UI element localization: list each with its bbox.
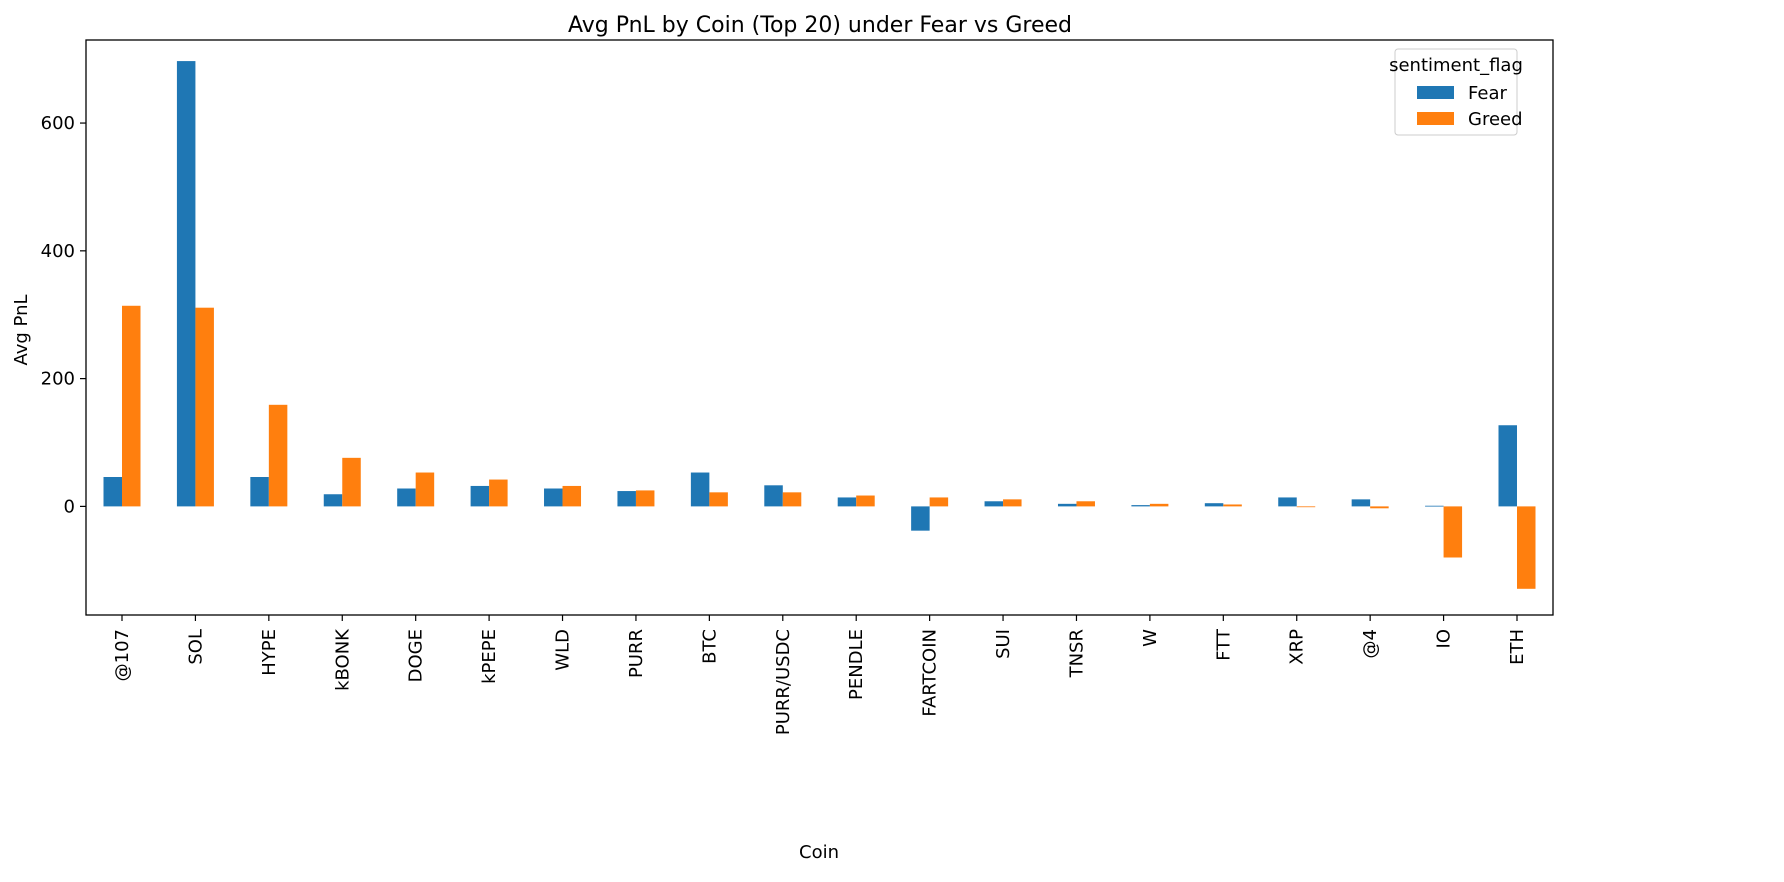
x-tick-label: WLD	[553, 629, 574, 671]
x-axis-ticks: @107 SOL HYPE kBONK DOGE kPEPE WLD PURR BTC PURR/…	[112, 615, 1528, 735]
x-tick-label: kBONK	[332, 628, 353, 691]
bar-greed-doge	[415, 472, 435, 507]
x-tick-label: TNSR	[1066, 629, 1087, 678]
bar-greed-kbonk	[342, 457, 361, 507]
bars-group	[103, 61, 1536, 589]
x-tick-label: BTC	[699, 629, 720, 664]
legend-swatch-fear	[1417, 86, 1454, 99]
bar-fear-tnsr	[1057, 503, 1077, 507]
bar-fear-purr-usdc	[764, 485, 783, 507]
y-axis-ticks: 0 200 400 600	[41, 113, 86, 517]
bar-fear-kpepe	[470, 485, 490, 507]
x-tick-label: @107	[112, 629, 133, 681]
plot-frame	[85, 39, 1554, 616]
bar-fear-eth	[1498, 425, 1517, 507]
x-tick-label: PURR	[626, 629, 647, 678]
bar-greed-pendle	[856, 495, 875, 507]
x-tick-label: PENDLE	[846, 629, 867, 700]
bar-greed-tnsr	[1076, 501, 1095, 507]
bar-greed-ftt	[1223, 504, 1242, 507]
bar-greed-sui	[1003, 499, 1022, 507]
bar-fear-xrp	[1278, 497, 1297, 507]
x-tick-label: kPEPE	[479, 629, 500, 684]
bar-greed-hype	[268, 404, 288, 507]
x-tick-label: W	[1140, 629, 1161, 647]
bar-fear-btc	[690, 472, 710, 507]
legend-label-greed: Greed	[1468, 109, 1523, 130]
x-tick-label: IO	[1434, 629, 1455, 648]
bar-fear-w	[1131, 505, 1150, 507]
bar-fear-kbonk	[323, 494, 343, 507]
bar-greed-w	[1149, 503, 1169, 507]
bar-greed--4	[1370, 506, 1389, 509]
bar-fear--107	[103, 477, 122, 507]
bar-greed-kpepe	[489, 479, 508, 507]
bar-fear-wld	[544, 488, 563, 507]
bar-fear-purr	[617, 491, 636, 507]
bar-greed-eth	[1517, 506, 1536, 589]
bar-fear--4	[1351, 499, 1371, 507]
bar-fear-sol	[176, 61, 196, 507]
bar-fear-sui	[984, 501, 1004, 507]
y-tick-label: 600	[41, 113, 75, 134]
y-axis-label: Avg PnL	[11, 294, 32, 365]
y-tick-label: 400	[41, 241, 75, 262]
bar-greed-io	[1443, 506, 1463, 558]
bar-greed-purr	[635, 490, 655, 507]
legend-swatch-greed	[1417, 112, 1454, 125]
y-tick-label: 0	[64, 496, 75, 517]
x-axis-label: Coin	[799, 842, 839, 863]
bar-greed--107	[122, 305, 141, 507]
y-tick-label: 200	[41, 369, 75, 390]
bar-fear-pendle	[837, 497, 857, 507]
legend: sentiment_flag Fear Greed	[1389, 48, 1523, 136]
x-tick-label: SUI	[993, 629, 1014, 659]
bar-greed-sol	[195, 307, 214, 507]
x-tick-label: HYPE	[259, 629, 280, 676]
bar-greed-xrp	[1296, 506, 1316, 508]
x-tick-label: ETH	[1507, 629, 1528, 665]
x-tick-label: FARTCOIN	[920, 629, 941, 717]
bar-fear-fartcoin	[911, 506, 930, 531]
x-tick-label: SOL	[185, 629, 206, 665]
x-tick-label: DOGE	[406, 629, 427, 682]
legend-title: sentiment_flag	[1389, 55, 1523, 76]
bar-greed-btc	[709, 492, 728, 507]
bar-greed-purr-usdc	[782, 492, 802, 507]
x-tick-label: @4	[1360, 629, 1381, 658]
legend-label-fear: Fear	[1468, 83, 1507, 104]
bar-greed-fartcoin	[929, 497, 949, 507]
bar-greed-wld	[562, 485, 582, 507]
x-tick-label: FTT	[1213, 628, 1234, 661]
bar-fear-ftt	[1204, 503, 1224, 507]
bar-fear-doge	[397, 488, 416, 507]
x-tick-label: XRP	[1287, 629, 1308, 665]
bar-fear-io	[1425, 505, 1444, 507]
chart-title: Avg PnL by Coin (Top 20) under Fear vs G…	[568, 13, 1072, 38]
x-tick-label: PURR/USDC	[773, 629, 794, 735]
bar-fear-hype	[250, 477, 269, 507]
